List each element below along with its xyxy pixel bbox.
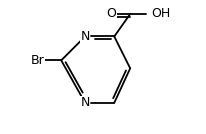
Text: O: O [107, 8, 117, 21]
Text: N: N [80, 96, 90, 109]
Text: N: N [80, 30, 90, 43]
Text: OH: OH [151, 8, 171, 21]
Text: Br: Br [30, 54, 44, 67]
